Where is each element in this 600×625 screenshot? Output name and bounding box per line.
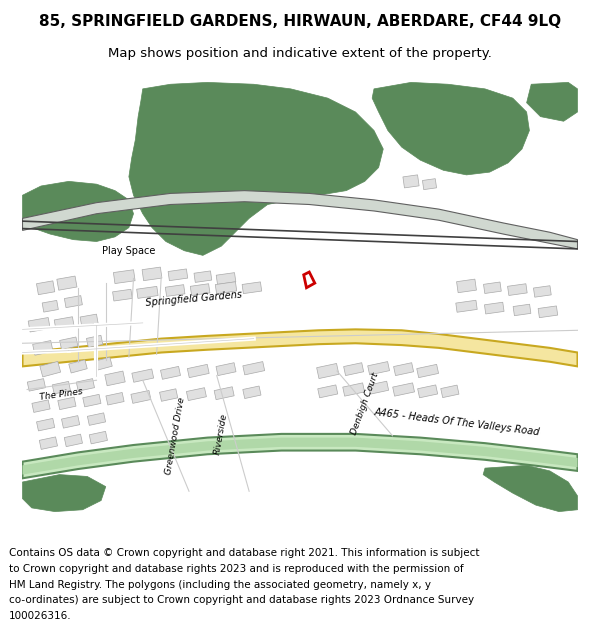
Bar bbox=[484, 282, 501, 294]
Bar bbox=[131, 391, 151, 403]
Bar bbox=[513, 304, 531, 316]
Bar bbox=[32, 341, 53, 355]
Bar bbox=[160, 366, 181, 379]
Bar bbox=[187, 364, 209, 378]
Bar bbox=[216, 272, 236, 284]
Text: Springfield Gardens: Springfield Gardens bbox=[145, 289, 242, 308]
Bar bbox=[533, 286, 551, 298]
Bar bbox=[113, 289, 132, 301]
Bar bbox=[343, 383, 365, 396]
Bar bbox=[64, 434, 82, 447]
Bar bbox=[417, 364, 439, 378]
Bar bbox=[64, 296, 82, 308]
Polygon shape bbox=[22, 181, 133, 241]
Bar bbox=[441, 385, 459, 398]
Bar bbox=[37, 281, 55, 294]
Text: Play Space: Play Space bbox=[102, 246, 155, 256]
Bar bbox=[243, 386, 261, 399]
Bar bbox=[80, 314, 98, 326]
Bar bbox=[57, 276, 77, 290]
Bar bbox=[422, 179, 437, 189]
Bar bbox=[58, 397, 76, 409]
Text: 100026316.: 100026316. bbox=[9, 611, 71, 621]
Bar bbox=[187, 388, 206, 401]
Bar bbox=[392, 383, 415, 396]
Bar bbox=[368, 381, 389, 394]
Bar bbox=[76, 379, 95, 391]
Bar bbox=[457, 279, 476, 292]
Text: co-ordinates) are subject to Crown copyright and database rights 2023 Ordnance S: co-ordinates) are subject to Crown copyr… bbox=[9, 595, 474, 605]
Bar bbox=[83, 394, 101, 407]
Bar bbox=[28, 318, 50, 332]
Text: HM Land Registry. The polygons (including the associated geometry, namely x, y: HM Land Registry. The polygons (includin… bbox=[9, 579, 431, 589]
Bar bbox=[106, 392, 124, 405]
Bar bbox=[344, 362, 364, 376]
Bar bbox=[95, 357, 112, 370]
Bar bbox=[243, 362, 265, 375]
Bar bbox=[61, 416, 80, 428]
Bar bbox=[317, 364, 339, 379]
Polygon shape bbox=[372, 82, 529, 175]
Bar bbox=[40, 361, 61, 377]
Bar bbox=[456, 300, 477, 312]
Bar bbox=[137, 286, 158, 298]
Bar bbox=[216, 362, 236, 376]
Bar bbox=[37, 418, 55, 431]
Bar bbox=[42, 301, 58, 312]
Bar bbox=[538, 306, 558, 318]
Bar bbox=[168, 269, 188, 281]
Bar bbox=[32, 400, 50, 412]
Polygon shape bbox=[527, 82, 577, 121]
Text: Denbigh Court: Denbigh Court bbox=[349, 371, 380, 436]
Bar bbox=[132, 369, 154, 382]
Bar bbox=[394, 362, 413, 376]
Bar bbox=[88, 413, 106, 426]
Polygon shape bbox=[22, 474, 106, 512]
Bar bbox=[27, 379, 46, 391]
Text: Riverside: Riverside bbox=[214, 412, 229, 455]
Bar bbox=[403, 175, 419, 188]
Bar bbox=[142, 267, 162, 281]
Polygon shape bbox=[22, 329, 577, 366]
Polygon shape bbox=[22, 191, 577, 249]
Text: A465 - Heads Of The Valleys Road: A465 - Heads Of The Valleys Road bbox=[374, 407, 541, 437]
Text: The Pines: The Pines bbox=[39, 387, 83, 402]
Bar bbox=[86, 336, 103, 348]
Bar bbox=[105, 371, 125, 386]
Bar bbox=[54, 317, 74, 329]
Text: Map shows position and indicative extent of the property.: Map shows position and indicative extent… bbox=[108, 48, 492, 61]
Text: 85, SPRINGFIELD GARDENS, HIRWAUN, ABERDARE, CF44 9LQ: 85, SPRINGFIELD GARDENS, HIRWAUN, ABERDA… bbox=[39, 14, 561, 29]
Bar bbox=[190, 284, 210, 296]
Polygon shape bbox=[22, 438, 577, 474]
Bar bbox=[166, 284, 185, 296]
Text: Contains OS data © Crown copyright and database right 2021. This information is : Contains OS data © Crown copyright and d… bbox=[9, 548, 479, 558]
Bar bbox=[52, 381, 70, 394]
Bar bbox=[113, 270, 135, 284]
Bar bbox=[484, 302, 504, 314]
Bar bbox=[59, 337, 78, 349]
Polygon shape bbox=[129, 82, 383, 256]
Polygon shape bbox=[22, 434, 577, 478]
Bar bbox=[368, 362, 389, 375]
Bar bbox=[508, 284, 527, 296]
Bar bbox=[242, 282, 262, 294]
Polygon shape bbox=[483, 466, 577, 512]
Bar bbox=[214, 387, 234, 399]
Bar bbox=[39, 437, 58, 449]
Bar bbox=[418, 385, 437, 398]
Bar bbox=[215, 282, 237, 294]
Text: Greenwood Drive: Greenwood Drive bbox=[164, 396, 187, 475]
Bar bbox=[194, 271, 212, 282]
Bar bbox=[89, 431, 107, 444]
Bar bbox=[318, 385, 338, 398]
Bar bbox=[160, 389, 178, 401]
Bar bbox=[69, 360, 87, 373]
Text: to Crown copyright and database rights 2023 and is reproduced with the permissio: to Crown copyright and database rights 2… bbox=[9, 564, 464, 574]
